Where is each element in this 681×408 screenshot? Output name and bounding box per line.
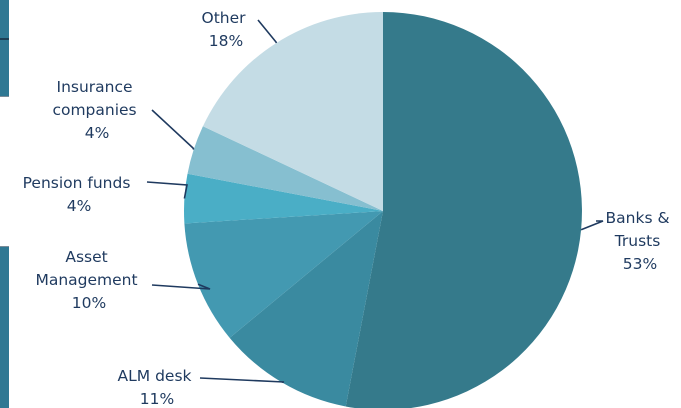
leader-line-other — [257, 19, 278, 44]
leader-line-pension-funds — [146, 181, 188, 199]
slice-label-alm-desk: ALM desk 11% — [118, 367, 197, 408]
pie-slice-alm-desk — [229, 211, 383, 407]
pie-slice-pension-funds — [183, 173, 383, 224]
left-edge-divider-top — [0, 96, 9, 97]
slice-label-insurance-companies: Insurance companies 4% — [52, 78, 141, 142]
left-edge-panel — [0, 96, 9, 246]
pie-slice-insurance-companies — [187, 126, 383, 211]
pie-slice-banks-trusts — [345, 12, 582, 408]
pie-slice-asset-management — [184, 211, 383, 338]
slice-label-other: Other 18% — [202, 9, 251, 50]
leader-line-asset-management — [151, 283, 211, 290]
pie-slice-other — [202, 12, 383, 211]
slice-label-banks-trusts: Banks & Trusts 53% — [606, 209, 675, 273]
left-edge-tick — [0, 38, 9, 40]
pie-leader-lines — [146, 19, 604, 384]
leader-line-banks-trusts — [580, 220, 604, 231]
leader-line-alm-desk — [199, 377, 285, 384]
slice-label-pension-funds: Pension funds 4% — [23, 174, 136, 215]
leader-line-insurance-companies — [151, 109, 195, 150]
slice-label-asset-management: Asset Management 10% — [35, 248, 142, 312]
left-edge-divider-bottom — [0, 246, 9, 247]
pie-slices — [183, 12, 582, 408]
